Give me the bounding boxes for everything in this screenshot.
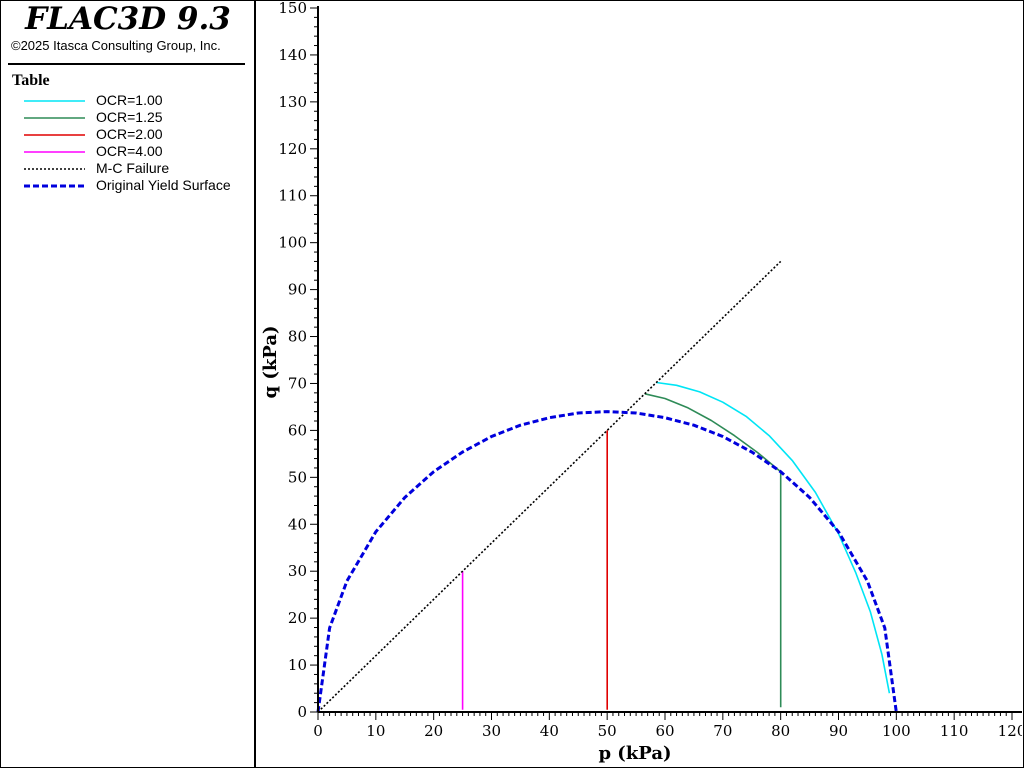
x-tick-label: 70 [713, 722, 732, 740]
legend-swatch [24, 184, 85, 188]
y-tick-label: 90 [288, 281, 307, 299]
x-tick-label: 50 [598, 722, 617, 740]
x-tick-label: 20 [424, 722, 443, 740]
legend-label: OCR=1.25 [96, 109, 163, 125]
plot-area: 0 10 20 30 40 50 60 70 80 90 100 110 120 0 10 20 30 40 50 6… [260, 0, 1022, 764]
y-tick-label: 80 [288, 328, 307, 346]
title-divider [8, 63, 245, 65]
series-line-original-yield-surface [316, 410, 898, 713]
legend-item: OCR=2.00 [0, 126, 256, 143]
legend-swatch [24, 100, 85, 102]
copyright-text: ©2025 Itasca Consulting Group, Inc. [11, 38, 221, 53]
y-tick-label: 40 [288, 515, 307, 533]
y-tick-label: 110 [278, 187, 307, 205]
legend-item: Original Yield Surface [0, 177, 256, 194]
y-tick-label: 70 [288, 374, 307, 392]
legend-label: OCR=4.00 [96, 143, 163, 159]
legend-swatch [24, 151, 85, 153]
y-tick-label: 100 [278, 234, 307, 252]
legend-item: OCR=4.00 [0, 143, 256, 160]
x-tick-label: 90 [829, 722, 848, 740]
legend-swatch [24, 117, 85, 119]
legend-label: M-C Failure [96, 160, 170, 176]
axis-layer: 0 10 20 30 40 50 60 70 80 90 100 110 120 0 10 20 30 40 50 6… [278, 0, 1022, 740]
legend-item: M-C Failure [0, 160, 256, 177]
legend-swatch [24, 134, 85, 136]
legend-label: OCR=1.00 [96, 92, 163, 108]
series-line-ocr-1-00 [656, 381, 891, 694]
x-tick-label: 100 [882, 722, 911, 740]
legend-label: Original Yield Surface [96, 177, 231, 193]
y-tick-label: 140 [278, 46, 307, 64]
y-tick-label: 50 [288, 468, 307, 486]
y-tick-label: 0 [297, 703, 307, 721]
y-tick-label: 120 [278, 140, 307, 158]
x-tick-label: 80 [771, 722, 790, 740]
series-line-m-c-failure [317, 260, 782, 713]
legend-panel: FLAC3D 9.3 ©2025 Itasca Consulting Group… [0, 0, 256, 768]
x-tick-label: 40 [540, 722, 559, 740]
series-line-ocr-1-25 [644, 393, 782, 708]
x-tick-label: 30 [482, 722, 501, 740]
legend-heading: Table [12, 72, 50, 89]
y-tick-label: 150 [278, 0, 307, 17]
x-tick-label: 60 [655, 722, 674, 740]
legend-label: OCR=2.00 [96, 126, 163, 142]
x-axis-title: p (kPa) [598, 743, 671, 764]
y-tick-label: 30 [288, 562, 307, 580]
x-tick-label: 10 [366, 722, 385, 740]
y-tick-label: 10 [288, 656, 307, 674]
series-layer [316, 260, 898, 713]
y-axis-title: q (kPa) [260, 325, 281, 398]
legend-item: OCR=1.25 [0, 109, 256, 126]
y-tick-label: 20 [288, 609, 307, 627]
app-title: FLAC3D 9.3 [25, 1, 231, 37]
x-tick-label: 0 [313, 722, 323, 740]
legend-swatch [24, 168, 85, 170]
y-tick-label: 130 [278, 93, 307, 111]
legend-item: OCR=1.00 [0, 92, 256, 109]
x-tick-label: 110 [940, 722, 969, 740]
y-tick-label: 60 [288, 421, 307, 439]
x-tick-label: 120 [998, 722, 1022, 740]
